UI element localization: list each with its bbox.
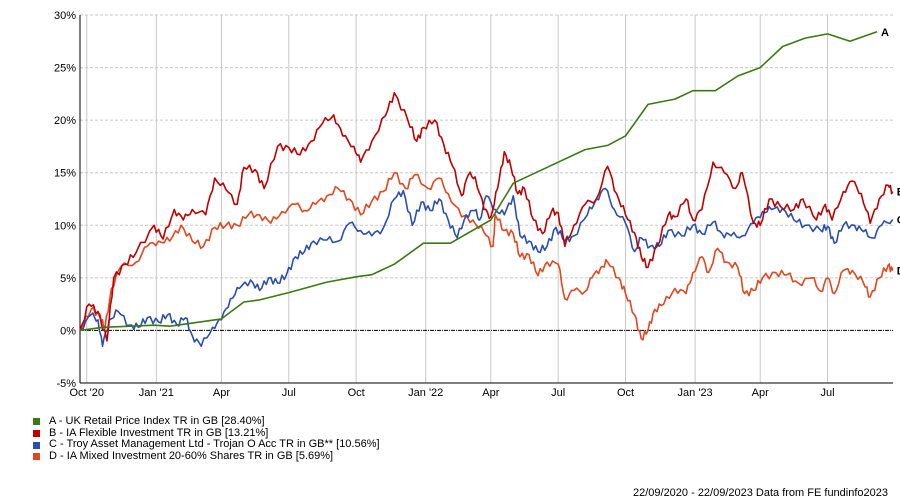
legend-swatch [33, 453, 40, 461]
legend-item-b: B - IA Flexible Investment TR in GB [13.… [33, 426, 380, 440]
series-line-d [79, 171, 894, 341]
series-line-b [79, 92, 894, 342]
grid [79, 14, 893, 384]
footer-date-range-source: 22/09/2020 - 22/09/2023 Data from FE fun… [632, 487, 888, 499]
legend-swatch [33, 430, 40, 438]
x-tick-label: Oct '20 [69, 387, 104, 399]
performance-line-chart: Oct '20 Jan '21 Apr Jul Oct Jan '22 Apr Jul Oct J… [54, 10, 900, 399]
x-tick-label: Jul [282, 387, 296, 399]
x-tick-label: Apr [752, 387, 769, 399]
y-tick-label: 5% [60, 273, 76, 285]
x-tick-label: Jan '22 [408, 387, 443, 399]
legend-swatch [33, 441, 40, 449]
axis-ticks: Oct '20 Jan '21 Apr Jul Oct Jan '22 Apr Jul Oct J… [54, 10, 835, 399]
x-tick-label: Jan '21 [139, 387, 174, 399]
series-end-labels: D C B A [881, 27, 900, 278]
y-tick-label: 15% [54, 168, 76, 180]
x-tick-label: Apr [482, 387, 499, 399]
series-end-label-b: B [897, 187, 900, 199]
legend: A - UK Retail Price Index TR in GB [28.4… [33, 415, 380, 463]
x-tick-label: Apr [213, 387, 230, 399]
legend-swatch [33, 418, 40, 426]
legend-label: C - Troy Asset Management Ltd - Trojan O… [49, 438, 380, 451]
x-tick-label: Oct [348, 387, 365, 399]
y-tick-label: -5% [56, 378, 76, 390]
x-tick-label: Jul [821, 387, 835, 399]
series-lines [79, 31, 894, 348]
series-line-c [79, 187, 894, 348]
x-tick-label: Jul [551, 387, 565, 399]
legend-item-a: A - UK Retail Price Index TR in GB [28.4… [33, 415, 380, 428]
series-line-a [79, 31, 878, 332]
legend-item-d: D - IA Mixed Investment 20-60% Shares TR… [33, 450, 380, 463]
legend-item-c: C - Troy Asset Management Ltd - Trojan O… [33, 439, 380, 451]
y-tick-label: 20% [54, 115, 76, 127]
series-end-label-c: C [897, 214, 900, 226]
legend-label: B - IA Flexible Investment TR in GB [13.… [49, 426, 269, 439]
y-tick-label: 0% [60, 325, 76, 337]
y-tick-label: 30% [54, 10, 76, 22]
x-tick-label: Oct [617, 387, 634, 399]
y-tick-label: 25% [54, 63, 76, 75]
legend-label: D - IA Mixed Investment 20-60% Shares TR… [49, 450, 334, 463]
series-end-label-d: D [897, 266, 900, 278]
series-end-label-a: A [881, 27, 889, 39]
x-tick-label: Jan '23 [678, 387, 713, 399]
legend-label: A - UK Retail Price Index TR in GB [28.4… [49, 415, 265, 427]
y-tick-label: 10% [54, 220, 76, 232]
